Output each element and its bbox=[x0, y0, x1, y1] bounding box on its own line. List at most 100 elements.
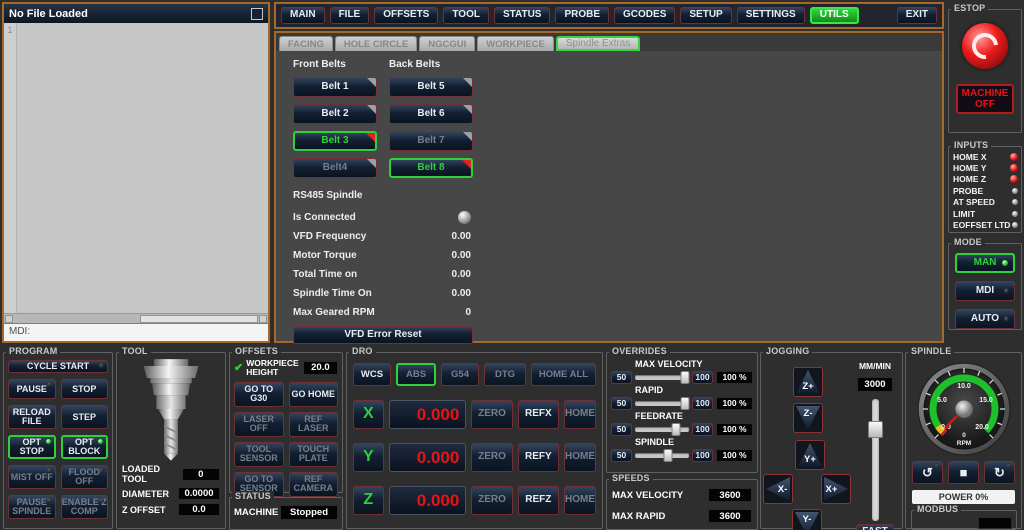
menu-settings[interactable]: SETTINGS bbox=[736, 7, 805, 24]
tool-sensor-button[interactable]: TOOL SENSOR bbox=[234, 441, 284, 467]
scroll-thumb[interactable] bbox=[140, 315, 258, 323]
menu-utils[interactable]: UTILS bbox=[809, 7, 859, 24]
belt-1-button[interactable]: Belt 1 bbox=[293, 77, 377, 97]
abs-button[interactable]: ABS bbox=[396, 363, 436, 386]
scroll-left-arrow[interactable] bbox=[5, 315, 13, 323]
menu-tool[interactable]: TOOL bbox=[443, 7, 489, 24]
home-z-button[interactable]: HOME bbox=[564, 486, 596, 515]
jog-x-plus-button[interactable]: X+ bbox=[821, 474, 851, 504]
menu-setup[interactable]: SETUP bbox=[680, 7, 732, 24]
max-velocity-max-button[interactable]: 100 bbox=[692, 370, 713, 384]
tab-workpiece[interactable]: WORKPIECE bbox=[477, 36, 554, 51]
axis-y-button[interactable]: Y bbox=[353, 443, 384, 472]
file-panel-menu-button[interactable] bbox=[251, 7, 263, 20]
feedrate-slider[interactable] bbox=[635, 422, 689, 436]
max-velocity-slider-handle[interactable] bbox=[680, 370, 690, 384]
spindle-stop-button[interactable]: ■ bbox=[948, 461, 979, 484]
jog-rate-slider[interactable] bbox=[868, 399, 883, 521]
jog-rate-slider-handle[interactable] bbox=[868, 421, 883, 438]
rapid-min-button[interactable]: 50 bbox=[611, 396, 632, 410]
rapid-slider-handle[interactable] bbox=[680, 396, 690, 410]
g54-button[interactable]: G54 bbox=[441, 363, 479, 386]
jog-y-minus-button[interactable]: Y- bbox=[792, 509, 822, 530]
spindle-slider-handle[interactable] bbox=[663, 448, 673, 462]
rapid-max-button[interactable]: 100 bbox=[692, 396, 713, 410]
go-to-g30-button[interactable]: GO TO G30 bbox=[234, 381, 284, 407]
menu-gcodes[interactable]: GCODES bbox=[614, 7, 676, 24]
spindle-min-button[interactable]: 50 bbox=[611, 448, 632, 462]
belt-2-button[interactable]: Belt 2 bbox=[293, 104, 377, 124]
tab-spindle-extras[interactable]: Spindle Extras bbox=[555, 36, 641, 51]
zero-z-button[interactable]: ZERO bbox=[471, 486, 513, 515]
reload-file-button[interactable]: RELOAD FILE bbox=[8, 405, 56, 430]
belt-5-button[interactable]: Belt 5 bbox=[389, 77, 473, 97]
ref-y-button[interactable]: REFY bbox=[517, 443, 559, 472]
machine-off-button[interactable]: MACHINE OFF bbox=[956, 84, 1014, 114]
jog-x-minus-button[interactable]: X- bbox=[763, 474, 793, 504]
gcode-editor[interactable]: 1 bbox=[4, 23, 268, 313]
z-comp-button[interactable]: ENABLE Z COMP bbox=[60, 495, 108, 520]
home-x-button[interactable]: HOME bbox=[564, 400, 596, 429]
estop-button[interactable] bbox=[962, 23, 1008, 69]
zero-x-button[interactable]: ZERO bbox=[471, 400, 513, 429]
zero-y-button[interactable]: ZERO bbox=[471, 443, 513, 472]
feedrate-min-button[interactable]: 50 bbox=[611, 422, 632, 436]
rapid-slider[interactable] bbox=[635, 396, 690, 410]
go-home-button[interactable]: GO HOME bbox=[288, 381, 338, 407]
belt-6-button[interactable]: Belt 6 bbox=[389, 104, 473, 124]
feedrate-max-button[interactable]: 100 bbox=[692, 422, 713, 436]
step-button[interactable]: STEP bbox=[60, 405, 108, 430]
home-y-button[interactable]: HOME bbox=[564, 443, 596, 472]
feedrate-slider-handle[interactable] bbox=[671, 422, 681, 436]
max-velocity-min-button[interactable]: 50 bbox=[611, 370, 632, 384]
menu-offsets[interactable]: OFFSETS bbox=[374, 7, 439, 24]
menu-probe[interactable]: PROBE bbox=[555, 7, 610, 24]
exit-button[interactable]: EXIT bbox=[896, 7, 937, 24]
stop-button[interactable]: STOP bbox=[60, 379, 108, 400]
jog-y-plus-button[interactable]: Y+ bbox=[795, 440, 825, 470]
jog-z-minus-button[interactable]: Z- bbox=[793, 403, 823, 433]
axis-z-button[interactable]: Z bbox=[353, 486, 384, 515]
ref-z-button[interactable]: REFZ bbox=[517, 486, 559, 515]
mist-button[interactable]: MIST OFF bbox=[8, 465, 56, 490]
ref-laser-button[interactable]: REF LASER bbox=[288, 411, 338, 437]
touch-plate-button[interactable]: TOUCH PLATE bbox=[288, 441, 338, 467]
gcode-horizontal-scrollbar[interactable] bbox=[4, 313, 268, 323]
belt-8-button[interactable]: Belt 8 bbox=[389, 158, 473, 178]
wcs-button[interactable]: WCS bbox=[353, 363, 391, 386]
workpiece-height-value[interactable]: 20.0 bbox=[302, 360, 338, 375]
menu-status[interactable]: STATUS bbox=[493, 7, 551, 24]
max-velocity-slider[interactable] bbox=[635, 370, 690, 384]
tab-hole-circle[interactable]: HOLE CIRCLE bbox=[334, 36, 418, 51]
laser-button[interactable]: LASER OFF bbox=[234, 411, 284, 437]
pause-spindle-button[interactable]: PAUSE SPINDLE bbox=[8, 495, 56, 520]
mode-mdi-button[interactable]: MDI bbox=[955, 281, 1015, 302]
jog-z-plus-button[interactable]: Z+ bbox=[793, 367, 823, 397]
belt-7-button[interactable]: Belt 7 bbox=[389, 131, 473, 151]
belt-3-button[interactable]: Belt 3 bbox=[293, 131, 377, 151]
dtg-button[interactable]: DTG bbox=[484, 363, 526, 386]
home-all-button[interactable]: HOME ALL bbox=[531, 363, 596, 386]
scroll-right-arrow[interactable] bbox=[259, 315, 267, 323]
tab-ngcgui[interactable]: NGCGUI bbox=[419, 36, 476, 51]
cycle-start-button[interactable]: CYCLE START bbox=[8, 360, 108, 374]
axis-x-button[interactable]: X bbox=[353, 400, 384, 429]
opt-stop-button[interactable]: OPT STOP bbox=[8, 435, 56, 460]
tab-facing[interactable]: FACING bbox=[279, 36, 333, 51]
belt-4-button[interactable]: Belt4 bbox=[293, 158, 377, 178]
vfd-error-reset-button[interactable]: VFD Error Reset bbox=[293, 326, 473, 344]
ref-x-button[interactable]: REFX bbox=[517, 400, 559, 429]
pause-button[interactable]: PAUSE bbox=[8, 379, 56, 400]
mdi-input[interactable]: MDI: bbox=[4, 323, 268, 341]
flood-button[interactable]: FLOOD OFF bbox=[60, 465, 108, 490]
menu-main[interactable]: MAIN bbox=[281, 7, 325, 24]
spindle-max-button[interactable]: 100 bbox=[692, 448, 713, 462]
spindle-cw-button[interactable]: ↻ bbox=[984, 461, 1015, 484]
opt-block-button[interactable]: OPT BLOCK bbox=[60, 435, 108, 460]
ref-camera-button[interactable]: REF CAMERA bbox=[288, 471, 338, 497]
mode-man-button[interactable]: MAN bbox=[955, 253, 1015, 274]
mode-auto-button[interactable]: AUTO bbox=[955, 309, 1015, 330]
jog-fast-button[interactable]: FAST bbox=[856, 524, 894, 530]
spindle-ccw-button[interactable]: ↺ bbox=[912, 461, 943, 484]
menu-file[interactable]: FILE bbox=[329, 7, 370, 24]
